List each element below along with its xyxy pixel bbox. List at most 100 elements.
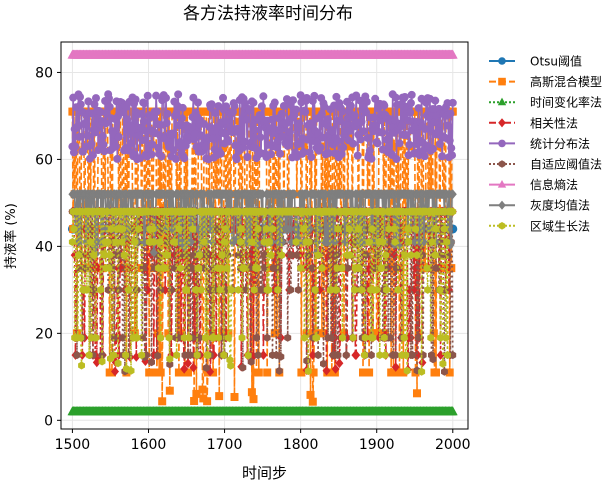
series-8-point — [196, 251, 203, 260]
series-1-point — [306, 390, 315, 399]
series-8-point — [216, 285, 224, 294]
series-7-point — [285, 224, 294, 234]
series-4-point — [380, 101, 389, 110]
series-8-point — [361, 351, 368, 360]
series-8-point — [355, 264, 363, 273]
series-5-point — [294, 285, 302, 294]
series-4-point — [101, 119, 110, 128]
series-3-point — [141, 356, 150, 366]
series-1-point — [145, 368, 154, 377]
series-7-point — [415, 237, 424, 247]
x-tick-label: 1900 — [359, 437, 395, 453]
series-5-point — [288, 251, 295, 260]
series-8-point — [334, 225, 342, 233]
series-4-point — [123, 115, 132, 124]
legend-swatch-marker — [497, 180, 507, 188]
legend-swatch-marker — [498, 57, 506, 65]
legend-item: 信息熵法 — [489, 177, 578, 192]
series-8-point — [150, 238, 158, 246]
series-8-point — [413, 251, 421, 260]
series-8-point — [265, 285, 273, 294]
series-4-point — [391, 93, 400, 102]
series-4-point — [98, 132, 107, 141]
series-4-point — [435, 140, 444, 149]
series-4-point — [174, 90, 183, 99]
series-4-point — [99, 140, 108, 149]
series-4-point — [406, 99, 415, 108]
series-8-point — [215, 333, 222, 342]
legend-label: 区域生长法 — [530, 219, 590, 233]
series-4-point — [259, 92, 268, 101]
series-8-point — [112, 238, 120, 246]
x-axis-label: 时间步 — [242, 464, 287, 482]
series-5-point — [386, 333, 394, 342]
series-4-point — [267, 115, 276, 124]
series-5-point — [367, 351, 375, 360]
series-1-point — [432, 368, 440, 377]
series-8-point — [105, 264, 113, 273]
series-4-point — [406, 108, 415, 117]
series-8-point — [404, 225, 412, 233]
series-4-point — [448, 98, 457, 107]
series-8-point — [227, 285, 235, 294]
series-8-point — [166, 354, 174, 363]
series-4-point — [256, 133, 265, 142]
series-8-point — [369, 333, 377, 342]
series-8-point — [292, 238, 300, 246]
series-4-point — [211, 109, 220, 118]
series-8-point — [432, 225, 440, 233]
series-4-point — [124, 146, 133, 155]
series-5-point — [342, 351, 350, 360]
series-4-point — [257, 102, 266, 111]
series-8-point — [383, 285, 391, 294]
series-8-point — [253, 264, 261, 273]
series-4-point — [445, 136, 454, 145]
series-4-point — [282, 119, 291, 128]
series-8-point — [244, 351, 252, 360]
series-8-point — [248, 238, 256, 246]
series-5-point — [186, 351, 194, 360]
legend-swatch-marker — [498, 200, 506, 210]
series-5-point — [110, 333, 118, 342]
legend-item: 区域生长法 — [489, 219, 590, 233]
series-4-point — [382, 135, 391, 144]
series-8-point — [403, 366, 411, 375]
series-4-point — [178, 103, 187, 112]
series-3-point — [335, 358, 344, 368]
series-1-point — [165, 386, 174, 395]
series-3-point — [331, 364, 340, 374]
series-1-point — [247, 388, 256, 397]
series-6-point — [447, 49, 458, 59]
series-8-point — [125, 285, 133, 294]
series-8-point — [223, 264, 231, 273]
series-4-point — [333, 136, 342, 145]
series-8-point — [149, 225, 157, 233]
legend-swatch-marker — [498, 160, 506, 168]
series-8-point — [394, 285, 402, 294]
chart-title: 各方法持液率时间分布 — [183, 4, 353, 24]
series-8-point — [443, 238, 451, 246]
series-5-point — [432, 264, 440, 273]
series-8-point — [351, 285, 359, 294]
series-8-point — [401, 251, 409, 260]
series-8-point — [377, 264, 385, 273]
series-8-point — [402, 351, 410, 360]
series-4-point — [270, 98, 279, 107]
series-8-point — [269, 225, 276, 233]
series-8-point — [161, 264, 169, 273]
series-4-point — [154, 143, 163, 152]
series-7-point — [410, 237, 419, 247]
series-4-point — [400, 92, 409, 101]
series-4-point — [306, 119, 315, 128]
series-4-point — [359, 127, 368, 136]
series-8-point — [449, 207, 457, 216]
series-4-point — [357, 117, 366, 126]
series-4-point — [224, 137, 233, 146]
series-8-point — [83, 285, 91, 294]
series-4-point — [373, 139, 382, 148]
series-4-point — [397, 121, 406, 130]
series-4-point — [277, 109, 286, 118]
series-4-point — [405, 140, 414, 149]
series-3-point — [418, 357, 427, 368]
series-4-point — [317, 109, 326, 118]
